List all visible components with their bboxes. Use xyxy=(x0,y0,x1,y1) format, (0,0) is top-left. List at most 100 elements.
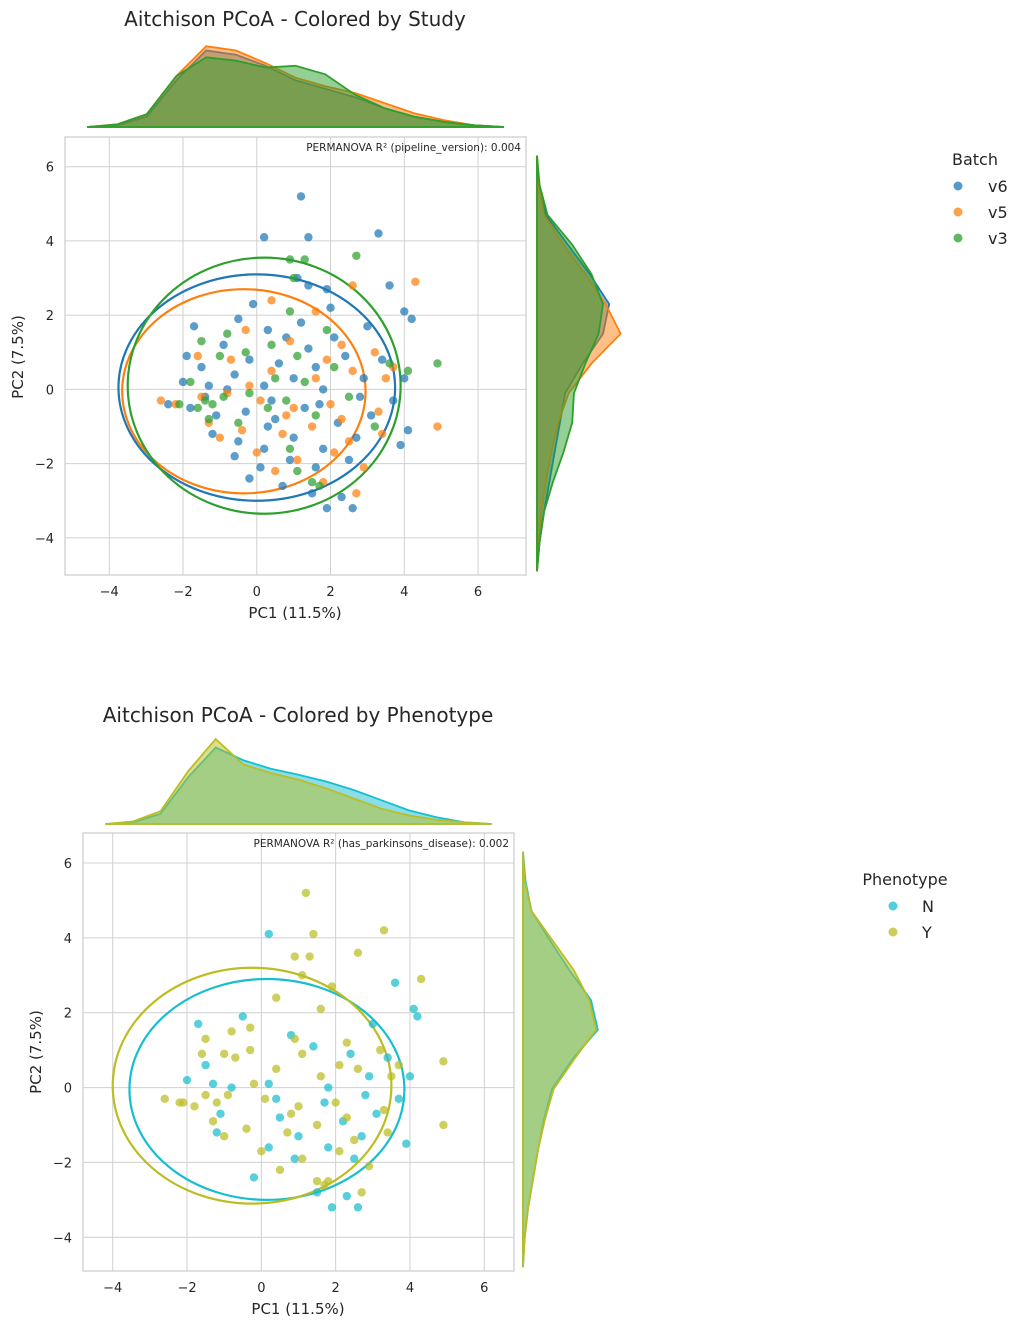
point-v6 xyxy=(285,455,295,465)
point-v5 xyxy=(411,277,420,286)
density-v3 xyxy=(536,155,604,572)
point-Y xyxy=(160,1094,169,1103)
point-N xyxy=(193,1019,203,1029)
point-v6 xyxy=(355,392,365,402)
point-N xyxy=(320,1098,329,1107)
point-Y xyxy=(208,1117,218,1126)
point-v6 xyxy=(374,229,383,238)
point-Y xyxy=(245,1023,255,1032)
y-tick-label: 0 xyxy=(46,383,54,398)
point-v3 xyxy=(344,392,354,402)
legend-label-Y: Y xyxy=(921,923,932,942)
point-Y xyxy=(394,1060,404,1070)
ellipse-Y xyxy=(111,966,393,1205)
x-tick-label: 6 xyxy=(474,585,482,600)
point-Y xyxy=(342,1038,352,1047)
point-v6 xyxy=(186,403,195,413)
point-N xyxy=(405,1072,415,1081)
x-tick-label: −2 xyxy=(173,585,192,600)
point-v6 xyxy=(289,374,298,383)
point-v3 xyxy=(300,255,309,264)
point-N xyxy=(290,1154,299,1163)
point-v5 xyxy=(193,351,202,361)
permanova-annotation: PERMANOVA R² (pipeline_version): 0.004 xyxy=(306,142,521,154)
point-v6 xyxy=(259,233,269,242)
point-v3 xyxy=(311,411,320,420)
point-v5 xyxy=(278,429,287,439)
point-N xyxy=(383,1053,392,1062)
point-N xyxy=(201,1060,210,1070)
point-v6 xyxy=(296,192,306,201)
point-N xyxy=(275,1113,285,1122)
point-v3 xyxy=(330,362,339,372)
point-v5 xyxy=(156,396,166,405)
point-v6 xyxy=(259,444,269,453)
y-tick-label: −4 xyxy=(35,532,54,547)
point-Y xyxy=(305,952,314,961)
permanova-annotation: PERMANOVA R² (has_parkinsons_disease): 0… xyxy=(254,838,509,850)
point-N xyxy=(346,1049,355,1059)
x-tick-label: 2 xyxy=(326,585,334,600)
point-Y xyxy=(316,1072,325,1081)
density-Y xyxy=(522,851,598,1268)
point-Y xyxy=(439,1057,448,1066)
top-marginal-density xyxy=(87,45,504,128)
point-Y xyxy=(320,1180,329,1190)
point-N xyxy=(413,1012,422,1021)
point-v5 xyxy=(256,396,265,405)
point-v5 xyxy=(326,400,335,409)
point-N xyxy=(353,1203,363,1212)
point-Y xyxy=(376,1045,385,1055)
point-Y xyxy=(298,971,307,980)
point-v5 xyxy=(252,448,261,457)
point-v6 xyxy=(377,355,387,364)
point-v5 xyxy=(322,355,332,364)
point-Y xyxy=(316,1004,325,1014)
point-v3 xyxy=(403,366,413,376)
point-v5 xyxy=(237,426,247,435)
point-v6 xyxy=(230,452,239,461)
point-v3 xyxy=(263,403,273,413)
point-v6 xyxy=(366,411,376,420)
right-marginal-density xyxy=(522,851,599,1268)
point-N xyxy=(361,1090,370,1100)
y-tick-label: −4 xyxy=(53,1231,72,1246)
x-tick-label: −2 xyxy=(177,1281,196,1296)
ellipse-v5 xyxy=(121,288,367,495)
x-tick-label: 0 xyxy=(253,585,261,600)
point-N xyxy=(357,1132,366,1141)
point-N xyxy=(402,1139,411,1148)
point-Y xyxy=(379,926,389,935)
point-Y xyxy=(335,1060,344,1070)
point-v6 xyxy=(267,396,276,405)
point-N xyxy=(350,1154,359,1163)
density-v3 xyxy=(87,56,504,128)
point-v5 xyxy=(381,374,391,383)
point-v5 xyxy=(433,422,442,431)
point-Y xyxy=(179,1098,188,1107)
point-v3 xyxy=(241,348,250,357)
point-v5 xyxy=(370,348,379,357)
point-v3 xyxy=(433,359,442,368)
point-Y xyxy=(294,1102,303,1111)
point-v6 xyxy=(296,318,306,327)
point-v3 xyxy=(245,388,254,398)
point-Y xyxy=(387,1072,396,1081)
phenotype-panel: Aitchison PCoA - Colored by Phenotype −4… xyxy=(27,703,948,1318)
point-N xyxy=(264,929,273,939)
point-Y xyxy=(219,1049,229,1059)
point-v6 xyxy=(263,325,273,335)
point-Y xyxy=(201,1034,210,1044)
point-Y xyxy=(286,1109,296,1118)
point-Y xyxy=(201,1090,210,1100)
legend-marker-v6 xyxy=(953,181,963,191)
point-Y xyxy=(245,1045,255,1055)
point-v6 xyxy=(300,403,309,413)
chart-title: Aitchison PCoA - Colored by Phenotype xyxy=(103,703,494,727)
point-Y xyxy=(275,1165,285,1175)
legend-label-v5: v5 xyxy=(988,203,1008,222)
y-tick-label: −2 xyxy=(35,458,54,473)
legend: Phenotype NY xyxy=(862,870,947,942)
point-v5 xyxy=(293,455,302,465)
point-Y xyxy=(383,1128,392,1137)
